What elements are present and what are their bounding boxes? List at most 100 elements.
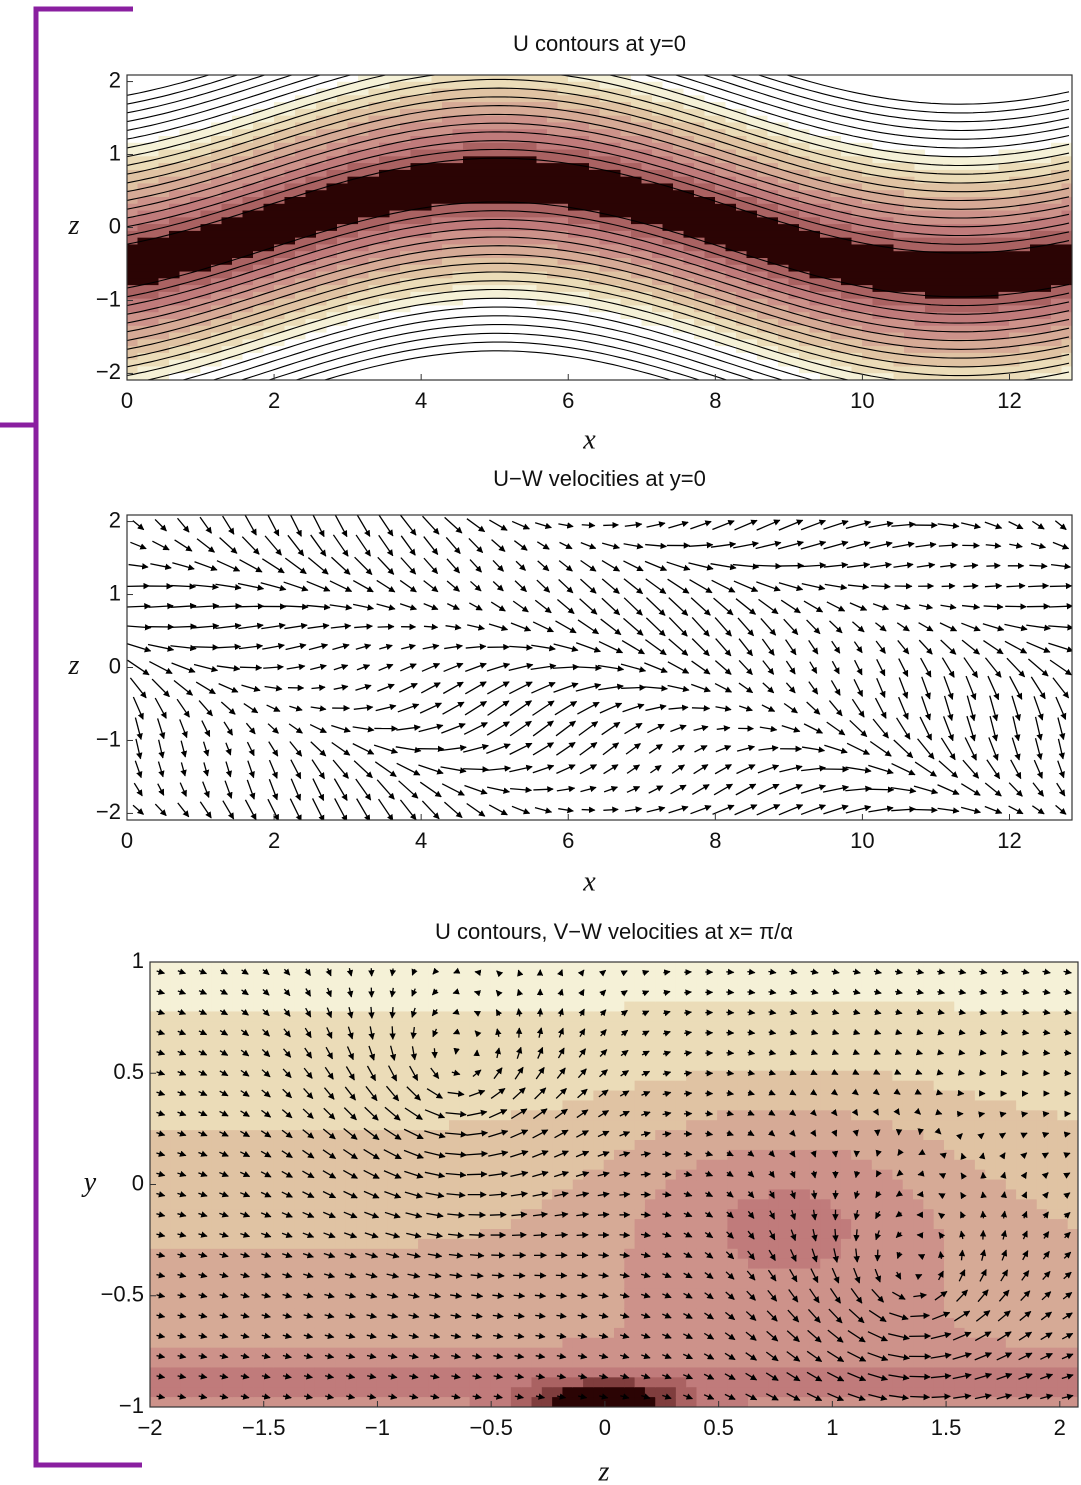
contour-cell bbox=[547, 95, 558, 103]
velocity-arrow bbox=[193, 647, 218, 648]
contour-cell bbox=[442, 299, 453, 307]
contour-cell bbox=[484, 366, 495, 374]
contour-cell bbox=[171, 1199, 182, 1210]
contour-cell bbox=[547, 183, 558, 191]
contour-cell bbox=[411, 183, 422, 191]
contour-cell bbox=[421, 360, 432, 368]
contour-cell bbox=[894, 109, 905, 117]
contour-cell bbox=[148, 353, 159, 361]
x-axis-label: x bbox=[582, 866, 596, 897]
contour-cell bbox=[568, 183, 579, 191]
contour-cell bbox=[768, 251, 779, 259]
contour-cell bbox=[1009, 204, 1020, 212]
contour-cell bbox=[264, 82, 275, 90]
contour-cell bbox=[631, 183, 642, 191]
contour-cell bbox=[789, 251, 800, 259]
contour-cell bbox=[726, 116, 737, 124]
contour-cell bbox=[936, 278, 947, 286]
contour-cell bbox=[285, 204, 296, 212]
contour-cell bbox=[150, 1150, 161, 1161]
contour-cell bbox=[904, 251, 915, 259]
contour-cell bbox=[150, 1021, 161, 1032]
contour-cell bbox=[946, 150, 957, 158]
contour-cell bbox=[579, 251, 590, 259]
contour-cell bbox=[883, 292, 894, 300]
contour-cell bbox=[883, 258, 894, 266]
contour-cell bbox=[411, 333, 422, 341]
contour-cell bbox=[181, 1120, 192, 1131]
contour-cell bbox=[526, 360, 537, 368]
contour-cell bbox=[181, 1298, 192, 1309]
contour-cell bbox=[127, 278, 138, 286]
contour-cell bbox=[171, 1160, 182, 1171]
contour-cell bbox=[505, 217, 516, 225]
contour-cell bbox=[904, 82, 915, 90]
contour-cell bbox=[160, 1308, 171, 1319]
contour-cell bbox=[432, 136, 443, 144]
contour-cell bbox=[925, 285, 936, 293]
contour-cell bbox=[150, 1249, 161, 1260]
contour-cell bbox=[547, 366, 558, 374]
contour-cell bbox=[957, 353, 968, 361]
contour-cell bbox=[306, 224, 317, 232]
contour-cell bbox=[946, 272, 957, 280]
contour-cell bbox=[379, 312, 390, 320]
contour-cell bbox=[463, 190, 474, 198]
contour-cell bbox=[978, 156, 989, 164]
contour-cell bbox=[915, 109, 926, 117]
contour-cell bbox=[150, 1061, 161, 1072]
contour-cell bbox=[589, 197, 600, 205]
contour-cell bbox=[222, 238, 233, 246]
contour-cell bbox=[957, 366, 968, 374]
contour-cell bbox=[925, 129, 936, 137]
contour-cell bbox=[285, 285, 296, 293]
contour-cell bbox=[600, 197, 611, 205]
contour-cell bbox=[390, 190, 401, 198]
contour-cell bbox=[484, 346, 495, 354]
x-tick-label: 10 bbox=[850, 388, 874, 413]
contour-cell bbox=[306, 326, 317, 334]
contour-cell bbox=[936, 366, 947, 374]
contour-cell bbox=[936, 305, 947, 313]
contour-cell bbox=[171, 1288, 182, 1299]
contour-cell bbox=[946, 244, 957, 252]
contour-cell bbox=[253, 211, 264, 219]
contour-cell bbox=[190, 238, 201, 246]
contour-cell bbox=[715, 204, 726, 212]
contour-cell bbox=[495, 177, 506, 185]
contour-cell bbox=[568, 177, 579, 185]
contour-cell bbox=[474, 116, 485, 124]
contour-cell bbox=[463, 170, 474, 178]
contour-cell bbox=[862, 82, 873, 90]
contour-cell bbox=[589, 143, 600, 151]
contour-cell bbox=[1020, 251, 1031, 259]
contour-cell bbox=[526, 183, 537, 191]
contour-cell bbox=[171, 1150, 182, 1161]
contour-cell bbox=[253, 299, 264, 307]
contour-cell bbox=[799, 238, 810, 246]
contour-cell bbox=[988, 272, 999, 280]
contour-cell bbox=[516, 346, 527, 354]
contour-cell bbox=[747, 204, 758, 212]
contour-cell bbox=[379, 197, 390, 205]
contour-cell bbox=[526, 224, 537, 232]
contour-cell bbox=[453, 163, 464, 171]
contour-cell bbox=[316, 204, 327, 212]
contour-cell bbox=[337, 183, 348, 191]
contour-cell bbox=[988, 116, 999, 124]
contour-cell bbox=[264, 211, 275, 219]
contour-cell bbox=[495, 366, 506, 374]
contour-cell bbox=[495, 238, 506, 246]
contour-cell bbox=[516, 136, 527, 144]
contour-cell bbox=[201, 251, 212, 259]
contour-cell bbox=[232, 224, 243, 232]
contour-cell bbox=[852, 312, 863, 320]
contour-cell bbox=[768, 231, 779, 239]
contour-cell bbox=[505, 353, 516, 361]
contour-cell bbox=[547, 170, 558, 178]
contour-cell bbox=[463, 75, 474, 83]
contour-cell bbox=[453, 170, 464, 178]
contour-cell bbox=[463, 366, 474, 374]
contour-cell bbox=[526, 116, 537, 124]
contour-cell bbox=[967, 366, 978, 374]
